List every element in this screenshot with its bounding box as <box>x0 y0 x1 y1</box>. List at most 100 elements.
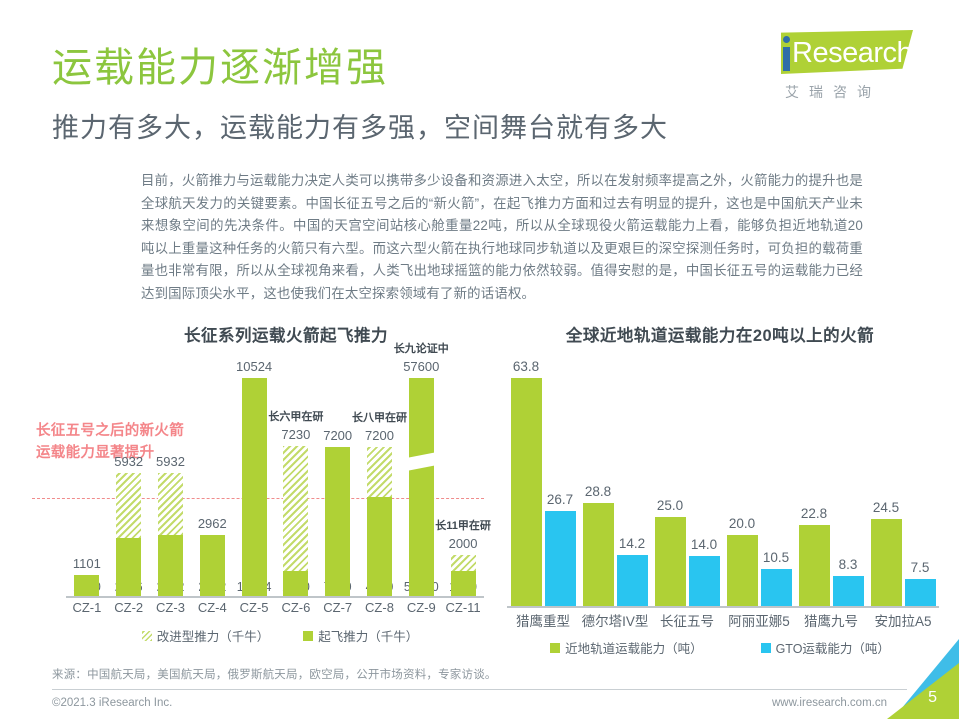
bar-leo: 63.8 <box>510 359 542 606</box>
bar-group: 24.5 7.5 <box>867 358 939 606</box>
x-tick-label: 猎鹰重型 <box>516 614 570 629</box>
bar-note-label: 长11甲在研 <box>435 519 491 532</box>
bar-stack <box>74 574 100 596</box>
chart-left-bars: 1020110127865932296259322962296210524105… <box>66 343 491 596</box>
chart-left-title: 长征系列运载火箭起飞推力 <box>184 327 388 345</box>
bar-value-label: 7.5 <box>910 560 930 576</box>
legend-label-improved-thrust: 改进型推力（千牛） <box>156 630 270 644</box>
bar-leo: 25.0 <box>654 498 686 606</box>
bar-value-label: 22.8 <box>800 505 828 521</box>
logo-i-dot-icon <box>783 36 790 43</box>
legend-swatch-blue-icon <box>760 642 771 653</box>
logo-i-stem-icon <box>783 47 790 71</box>
page-title: 运载能力逐渐增强 <box>52 46 388 90</box>
bar-leo: 28.8 <box>582 484 614 606</box>
bar-column: 5760057600长九论证中 <box>394 343 449 596</box>
legend-label-gto-capacity: GTO运载能力（吨） <box>775 642 890 656</box>
x-tick-label: CZ-7 <box>323 600 353 615</box>
bar-leo: 24.5 <box>870 500 902 606</box>
bar-segment-liftoff <box>241 378 267 596</box>
chart-left-plot-area: 1020110127865932296259322962296210524105… <box>32 343 491 598</box>
bar-top-label: 5932 <box>156 454 185 470</box>
bar-value-label: 8.3 <box>838 557 858 573</box>
bar-leo: 20.0 <box>726 516 758 606</box>
x-tick-label: CZ-11 <box>445 600 481 615</box>
bar-segment-liftoff <box>199 534 225 596</box>
chart-right-legend: 近地轨道运载能力（吨） GTO运载能力（吨） <box>495 638 945 657</box>
chart-right-x-axis: 猎鹰重型 德尔塔IV型 长征五号 阿丽亚娜5 猎鹰九号 安加拉A5 <box>507 610 939 630</box>
bar-group: 63.8 26.7 <box>507 358 579 606</box>
page-subtitle: 推力有多大，运载能力有多强，空间舞台就有多大 <box>52 113 668 143</box>
bar-segment-improved <box>366 447 393 497</box>
bar-note-label: 长九论证中 <box>393 343 449 355</box>
bar-column: 27865932 <box>108 358 150 596</box>
bar-value-label: 14.2 <box>618 536 646 552</box>
bar-group: 22.8 8.3 <box>795 358 867 606</box>
bar-top-label: 1101 <box>72 555 101 571</box>
bar-value-label: 25.0 <box>656 497 684 513</box>
chart-left-thrust: 长征系列运载火箭起飞推力 长征五号之后的新火箭运载能力显著提升 10201101… <box>30 322 491 652</box>
x-tick-label: 猎鹰九号 <box>804 614 858 629</box>
bar-group: 25.0 14.0 <box>651 358 723 606</box>
bar-leo: 22.8 <box>798 506 830 606</box>
bar-value-label: 63.8 <box>512 359 540 375</box>
bar-column: 48007200长八甲在研 <box>352 358 407 596</box>
bar-segment-liftoff <box>74 574 100 596</box>
bar-segment-liftoff <box>325 447 351 596</box>
corner-green-triangle <box>887 663 959 719</box>
bar-column: 1052410524 <box>233 358 275 596</box>
bar-stack <box>366 447 393 596</box>
legend-label-liftoff-thrust: 起飞推力（千牛） <box>318 630 419 644</box>
bar-note-label: 长六甲在研 <box>268 411 324 424</box>
bar-value-label: 26.7 <box>546 491 574 507</box>
legend-swatch-green-icon <box>550 642 561 653</box>
x-tick-label: CZ-8 <box>365 600 394 615</box>
chart-left-x-axis: CZ-1 CZ-2 CZ-3 CZ-4 CZ-5 CZ-6 CZ-7 CZ-8 CZ-9 CZ-1… <box>66 600 484 615</box>
bar-gto: 14.2 <box>616 536 648 606</box>
charts-container: 长征系列运载火箭起飞推力 长征五号之后的新火箭运载能力显著提升 10201101… <box>0 322 959 656</box>
chart-left-annotation: 长征五号之后的新火箭运载能力显著提升 <box>36 423 184 461</box>
logo-green-shape <box>781 30 913 74</box>
chart-right-title: 全球近地轨道运载能力在20吨以上的火箭 <box>565 327 875 345</box>
x-tick-label: 安加拉A5 <box>874 614 932 629</box>
bar-value-label: 20.0 <box>728 515 756 531</box>
bar-value-label: 10.5 <box>762 549 790 565</box>
bar-segment-liftoff <box>366 496 393 596</box>
x-tick-label: CZ-2 <box>114 600 144 615</box>
bar-segment-liftoff <box>157 534 184 596</box>
chart-left-legend: 改进型推力（千牛） 起飞推力（千牛） <box>30 626 490 645</box>
bar-gto: 14.0 <box>688 537 720 606</box>
body-paragraph: 目前，火箭推力与运载能力决定人类可以携带多少设备和资源进入太空，所以在发射频率提… <box>141 173 863 301</box>
bar-segment-improved <box>157 473 184 535</box>
footer-divider <box>52 689 907 690</box>
bar-stack <box>116 473 142 596</box>
bar-group: 20.0 10.5 <box>723 358 795 606</box>
bar-stack <box>450 554 476 596</box>
bar-top-label: 2962 <box>197 515 227 531</box>
bar-segment-liftoff <box>408 378 434 596</box>
x-tick-label: CZ-9 <box>406 600 436 615</box>
bar-gto: 26.7 <box>544 492 576 606</box>
corner-decoration <box>887 639 959 719</box>
copyright-text: ©2021.3 iResearch Inc. <box>52 697 173 709</box>
bar-stack <box>157 473 184 596</box>
bar-column: 12002000长11甲在研 <box>435 358 491 596</box>
bar-note-label: 长八甲在研 <box>351 412 407 425</box>
x-tick-label: 阿丽亚娜5 <box>728 614 790 629</box>
legend-item-liftoff-thrust: 起飞推力（千牛） <box>303 626 418 645</box>
logo-wordmark: Research <box>792 37 913 69</box>
bar-column: 10201101 <box>66 358 108 596</box>
bar-stack <box>325 447 351 596</box>
bar-value-label: 14.0 <box>690 537 718 552</box>
chart-right-bars: 63.8 26.7 28.8 14.2 25.0 14.0 20.0 10.5 22.8 8.3 2… <box>507 358 939 606</box>
legend-swatch-green-icon <box>303 630 314 641</box>
legend-item-leo-capacity: 近地轨道运载能力（吨） <box>550 638 703 657</box>
legend-swatch-hatched-icon <box>141 630 152 641</box>
x-tick-label: CZ-1 <box>72 600 102 615</box>
bar-segment-liftoff <box>450 571 476 596</box>
source-note: 来源：中国航天局，美国航天局，俄罗斯航天局，欧空局，公开市场资料，专家访谈。 <box>52 669 497 681</box>
bar-column: 29625932 <box>150 358 192 596</box>
legend-item-improved-thrust: 改进型推力（千牛） <box>141 626 270 645</box>
